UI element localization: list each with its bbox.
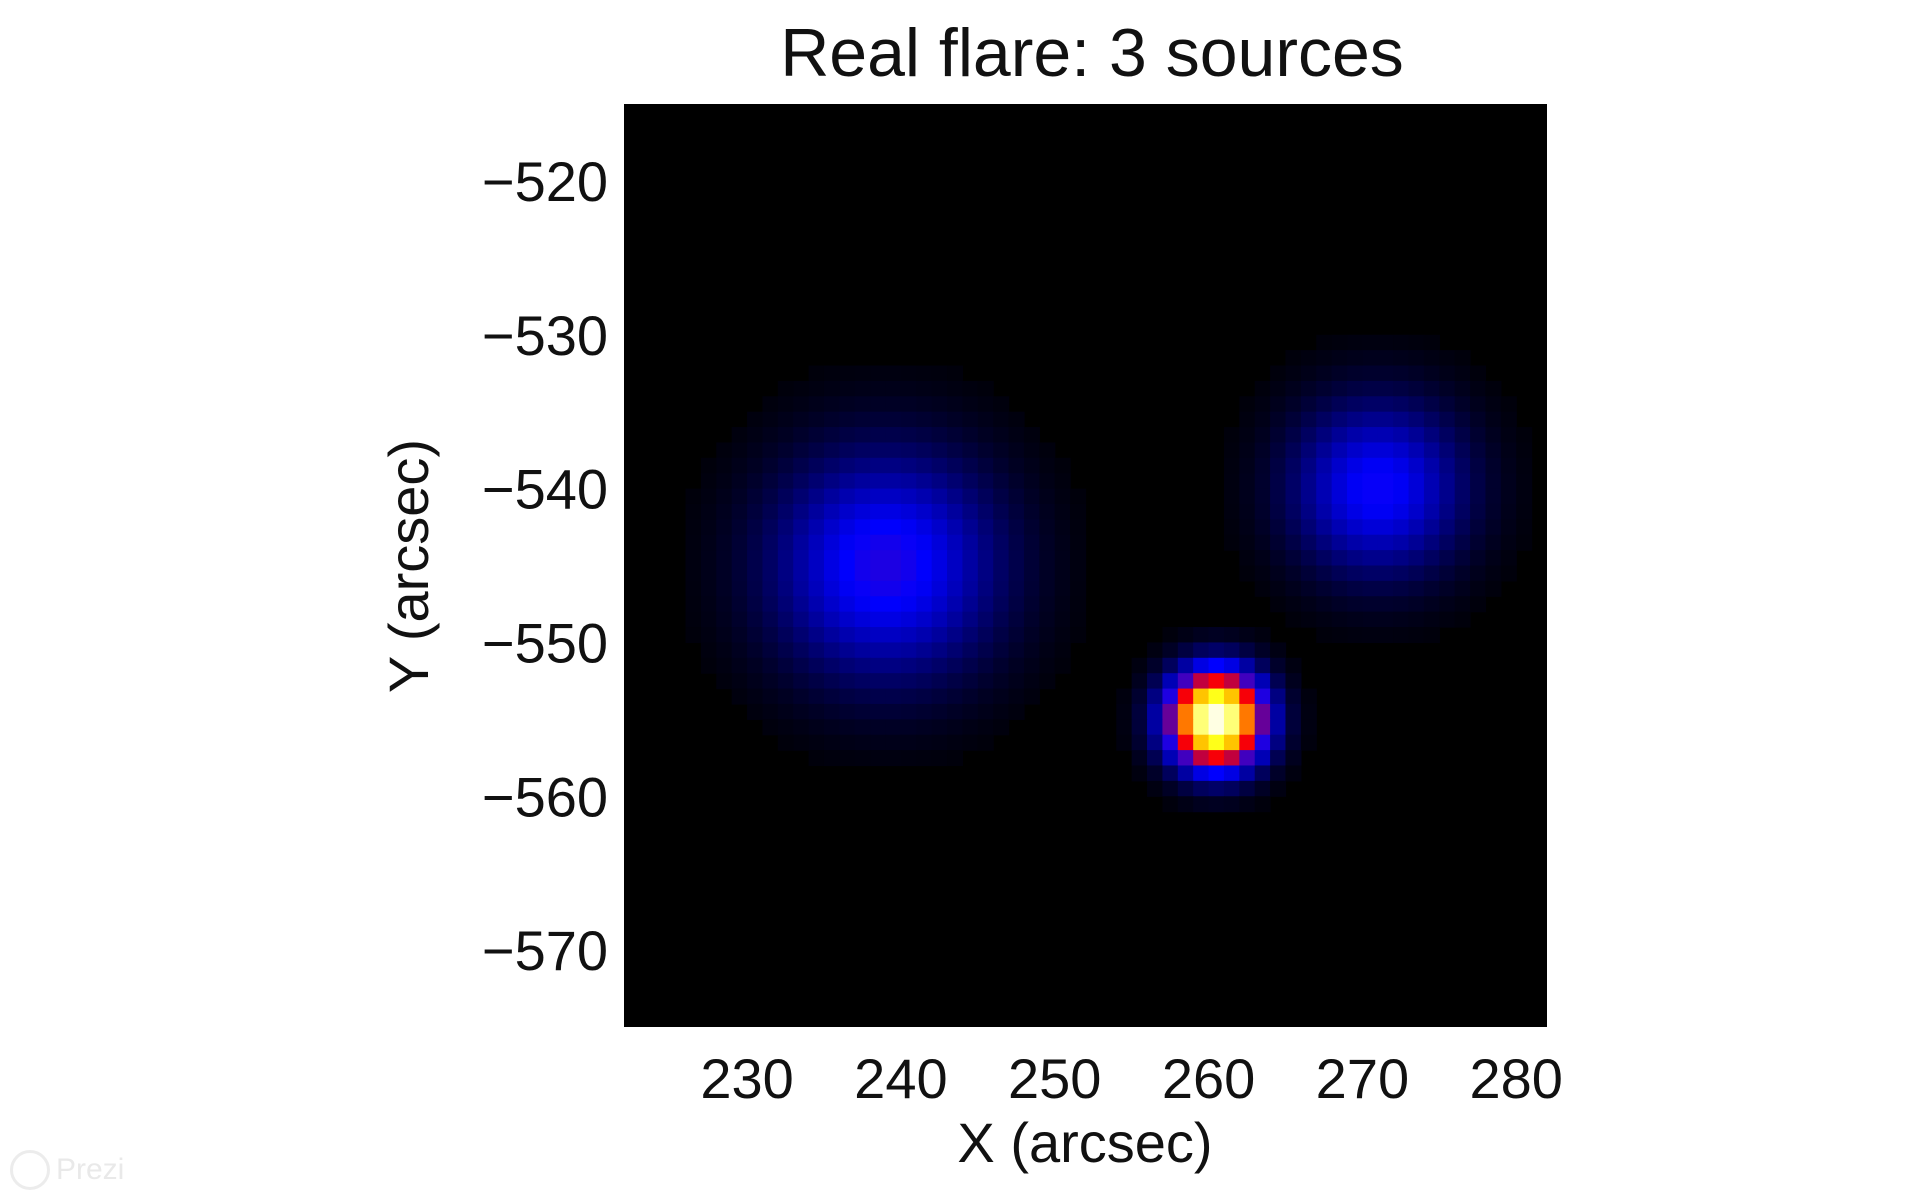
x-axis-title: X (arcsec)	[957, 1111, 1212, 1174]
y-tick-label: −540	[482, 458, 608, 521]
prezi-watermark: Prezi	[10, 1150, 124, 1190]
y-axis-title: Y (arcsec)	[377, 439, 440, 693]
plot-area	[624, 104, 1547, 1027]
x-tick-label: 260	[1162, 1047, 1255, 1110]
y-tick-label: −530	[482, 304, 608, 367]
x-tick-label: 270	[1316, 1047, 1409, 1110]
watermark-text: Prezi	[56, 1153, 125, 1186]
y-tick-label: −520	[482, 150, 608, 213]
prezi-logo-icon	[10, 1150, 50, 1190]
x-axis-ticks: 230 240 250 260 270 280	[700, 1047, 1563, 1110]
chart-title: Real flare: 3 sources	[780, 15, 1404, 91]
x-tick-label: 280	[1470, 1047, 1563, 1110]
y-axis-ticks: −520 −530 −540 −550 −560 −570	[482, 150, 608, 982]
y-tick-label: −550	[482, 611, 608, 674]
y-tick-label: −560	[482, 765, 608, 828]
x-tick-label: 230	[700, 1047, 793, 1110]
x-tick-label: 250	[1008, 1047, 1101, 1110]
heatmap	[685, 334, 1533, 813]
x-tick-label: 240	[854, 1047, 947, 1110]
y-tick-label: −570	[482, 919, 608, 982]
